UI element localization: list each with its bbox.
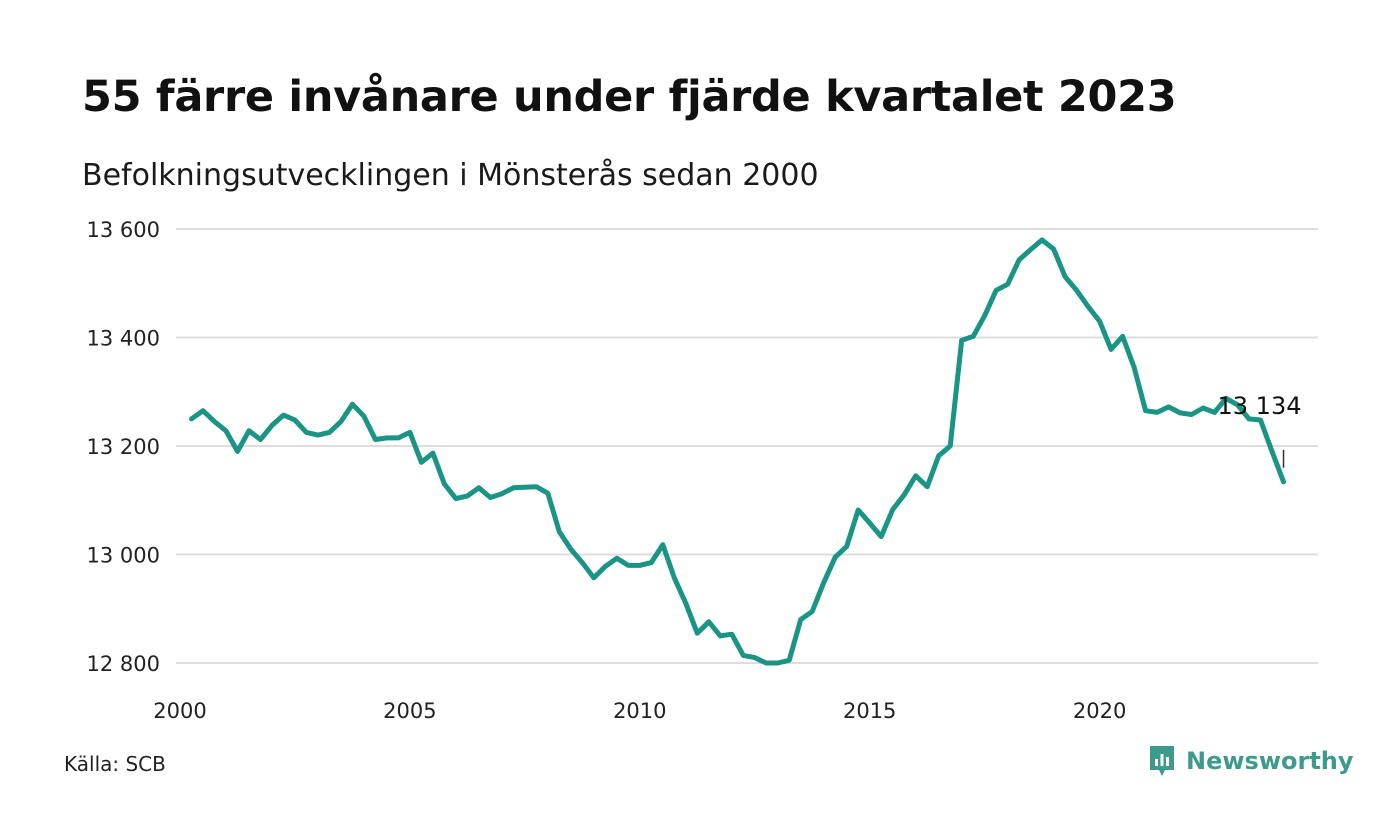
x-tick-label: 2005 xyxy=(383,699,436,723)
chart-subtitle: Befolkningsutvecklingen i Mönsterås seda… xyxy=(82,158,819,193)
x-tick-label: 2000 xyxy=(153,699,206,723)
x-tick-label: 2015 xyxy=(843,699,896,723)
brand-name: Newsworthy xyxy=(1186,747,1354,775)
x-tick-label: 2010 xyxy=(613,699,666,723)
population-series-line xyxy=(189,237,1286,666)
x-tick-label: 2020 xyxy=(1073,699,1126,723)
grid-lines xyxy=(176,228,1318,664)
chart-title: 55 färre invånare under fjärde kvartalet… xyxy=(82,72,1177,122)
end-value-label: 13 134 xyxy=(1218,392,1302,420)
newsworthy-logo[interactable]: Newsworthy xyxy=(1148,744,1354,778)
source-note: Källa: SCB xyxy=(64,752,166,776)
end-value-annotation: 13 134 xyxy=(1218,392,1302,468)
y-tick-label: 13 600 xyxy=(87,218,160,242)
y-tick-label: 13 200 xyxy=(87,435,160,459)
newsworthy-logo-icon xyxy=(1150,746,1174,776)
y-tick-label: 12 800 xyxy=(87,652,160,676)
y-tick-label: 13 400 xyxy=(87,327,160,351)
y-axis-tick-labels: 12 800 13 000 13 200 13 400 13 600 xyxy=(87,218,160,676)
y-tick-label: 13 000 xyxy=(87,544,160,568)
x-axis-tick-labels: 2000 2005 2010 2015 2020 xyxy=(153,699,1126,723)
